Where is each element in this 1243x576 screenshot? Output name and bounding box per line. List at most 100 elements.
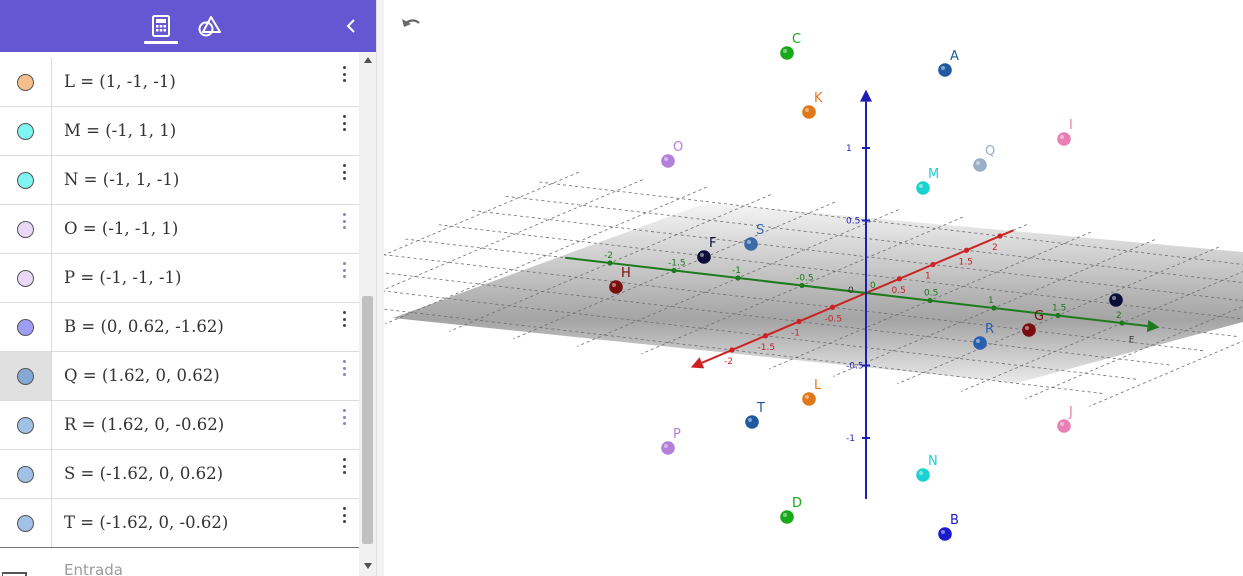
row-expression[interactable]: T = (-1.62, 0, -0.62): [64, 513, 229, 532]
row-expression[interactable]: M = (-1, 1, 1): [64, 121, 177, 140]
row-expression[interactable]: P = (-1, -1, -1): [64, 268, 182, 287]
point-marker[interactable]: [938, 527, 952, 541]
visibility-toggle[interactable]: [0, 254, 52, 302]
point-h[interactable]: H: [609, 266, 631, 294]
algebra-row-s[interactable]: S = (-1.62, 0, 0.62): [0, 450, 359, 499]
y-tick-label: 0.5: [924, 289, 938, 299]
algebra-row-o[interactable]: O = (-1, -1, 1): [0, 205, 359, 254]
point-marker[interactable]: [1057, 419, 1071, 433]
point-marker[interactable]: [1057, 132, 1071, 146]
point-marker[interactable]: [609, 280, 623, 294]
row-expression[interactable]: Q = (1.62, 0, 0.62): [64, 366, 220, 385]
more-options-button[interactable]: [338, 260, 350, 280]
visibility-toggle[interactable]: [0, 401, 52, 449]
point-t[interactable]: T: [745, 401, 765, 429]
point-r[interactable]: R: [973, 322, 994, 350]
point-b[interactable]: B: [938, 513, 959, 541]
algebra-row-l[interactable]: L = (1, -1, -1): [0, 58, 359, 107]
tab-tools[interactable]: [182, 0, 238, 52]
algebra-row-m[interactable]: M = (-1, 1, 1): [0, 107, 359, 156]
algebra-row-n[interactable]: N = (-1, 1, -1): [0, 156, 359, 205]
point-g[interactable]: G: [1022, 309, 1044, 337]
point-m[interactable]: M: [916, 167, 939, 195]
more-options-button[interactable]: [338, 505, 350, 525]
row-expression[interactable]: N = (-1, 1, -1): [64, 170, 180, 189]
algebra-row-p[interactable]: P = (-1, -1, -1): [0, 254, 359, 303]
row-expression[interactable]: R = (1.62, 0, -0.62): [64, 415, 225, 434]
row-expression[interactable]: O = (-1, -1, 1): [64, 219, 179, 238]
point-marker[interactable]: [780, 46, 794, 60]
point-d[interactable]: D: [780, 496, 802, 524]
more-options-button[interactable]: [338, 456, 350, 476]
visibility-toggle[interactable]: [0, 156, 52, 204]
point-j[interactable]: J: [1057, 405, 1073, 433]
row-expression[interactable]: B = (0, 0.62, -1.62): [64, 317, 224, 336]
point-marker[interactable]: [1109, 293, 1123, 307]
point-marker[interactable]: [744, 237, 758, 251]
tab-algebra[interactable]: [133, 0, 189, 52]
grid-line: [539, 181, 1243, 265]
more-options-button[interactable]: [338, 113, 350, 133]
keyboard-icon[interactable]: [2, 568, 28, 576]
point-i[interactable]: I: [1057, 118, 1073, 146]
point-marker[interactable]: [802, 105, 816, 119]
collapse-panel-button[interactable]: [338, 13, 364, 39]
graphics-3d-view[interactable]: -2 -1.5 -1 -0.5 0.5 1 1.5 2 -2 -1.5 -1 -0.5 0 0.5 1 1.5…: [384, 0, 1243, 576]
point-unlabeled[interactable]: [1109, 293, 1123, 307]
more-options-button[interactable]: [338, 64, 350, 84]
point-marker[interactable]: [745, 415, 759, 429]
point-marker[interactable]: [1022, 323, 1036, 337]
algebra-row-b[interactable]: B = (0, 0.62, -1.62): [0, 303, 359, 352]
visibility-toggle[interactable]: [0, 58, 52, 106]
panel-divider[interactable]: [376, 0, 384, 576]
algebra-row-r[interactable]: R = (1.62, 0, -0.62): [0, 401, 359, 450]
point-marker[interactable]: [802, 392, 816, 406]
algebra-input[interactable]: Entrada: [0, 547, 359, 576]
point-marker[interactable]: [697, 250, 711, 264]
point-a[interactable]: A: [938, 49, 959, 77]
point-marker[interactable]: [973, 336, 987, 350]
point-l[interactable]: L: [802, 378, 822, 406]
undo-button[interactable]: [398, 12, 426, 40]
scroll-up-button[interactable]: [359, 54, 376, 66]
more-options-button[interactable]: [338, 162, 350, 182]
visibility-toggle[interactable]: [0, 499, 52, 547]
scrollbar-thumb[interactable]: [362, 296, 373, 544]
point-marker[interactable]: [916, 468, 930, 482]
color-dot: [17, 416, 34, 434]
point-s[interactable]: S: [744, 223, 764, 251]
point-f[interactable]: F: [697, 236, 716, 264]
point-q[interactable]: Q: [973, 144, 995, 172]
algebra-panel: L = (1, -1, -1) M = (-1, 1, 1) N = (-1, 1,…: [0, 0, 376, 576]
y-tick: [1119, 320, 1125, 326]
algebra-row-t[interactable]: T = (-1.62, 0, -0.62): [0, 499, 359, 548]
visibility-toggle[interactable]: [0, 205, 52, 253]
more-options-button[interactable]: [338, 211, 350, 231]
point-marker[interactable]: [661, 441, 675, 455]
point-k[interactable]: K: [802, 91, 823, 119]
row-expression[interactable]: L = (1, -1, -1): [64, 72, 176, 91]
point-marker[interactable]: [973, 158, 987, 172]
more-options-button[interactable]: [338, 309, 350, 329]
more-options-button[interactable]: [338, 407, 350, 427]
more-options-button[interactable]: [338, 358, 350, 378]
z-tick-label: 0.5: [846, 217, 860, 227]
visibility-toggle[interactable]: [0, 107, 52, 155]
scrollbar[interactable]: [359, 52, 376, 576]
y-axis: [565, 256, 1148, 327]
point-o[interactable]: O: [661, 140, 683, 168]
algebra-row-q[interactable]: Q = (1.62, 0, 0.62): [0, 352, 359, 401]
visibility-toggle[interactable]: [0, 352, 52, 400]
row-expression[interactable]: S = (-1.62, 0, 0.62): [64, 464, 224, 483]
point-c[interactable]: C: [780, 32, 801, 60]
point-marker[interactable]: [661, 154, 675, 168]
point-marker[interactable]: [938, 63, 952, 77]
point-marker[interactable]: [780, 510, 794, 524]
visibility-toggle[interactable]: [0, 303, 52, 351]
point-marker[interactable]: [916, 181, 930, 195]
visibility-toggle[interactable]: [0, 450, 52, 498]
point-p[interactable]: P: [661, 427, 681, 455]
point-n[interactable]: N: [916, 454, 938, 482]
scroll-down-button[interactable]: [359, 560, 376, 572]
x-tick-label: 2: [992, 243, 998, 253]
